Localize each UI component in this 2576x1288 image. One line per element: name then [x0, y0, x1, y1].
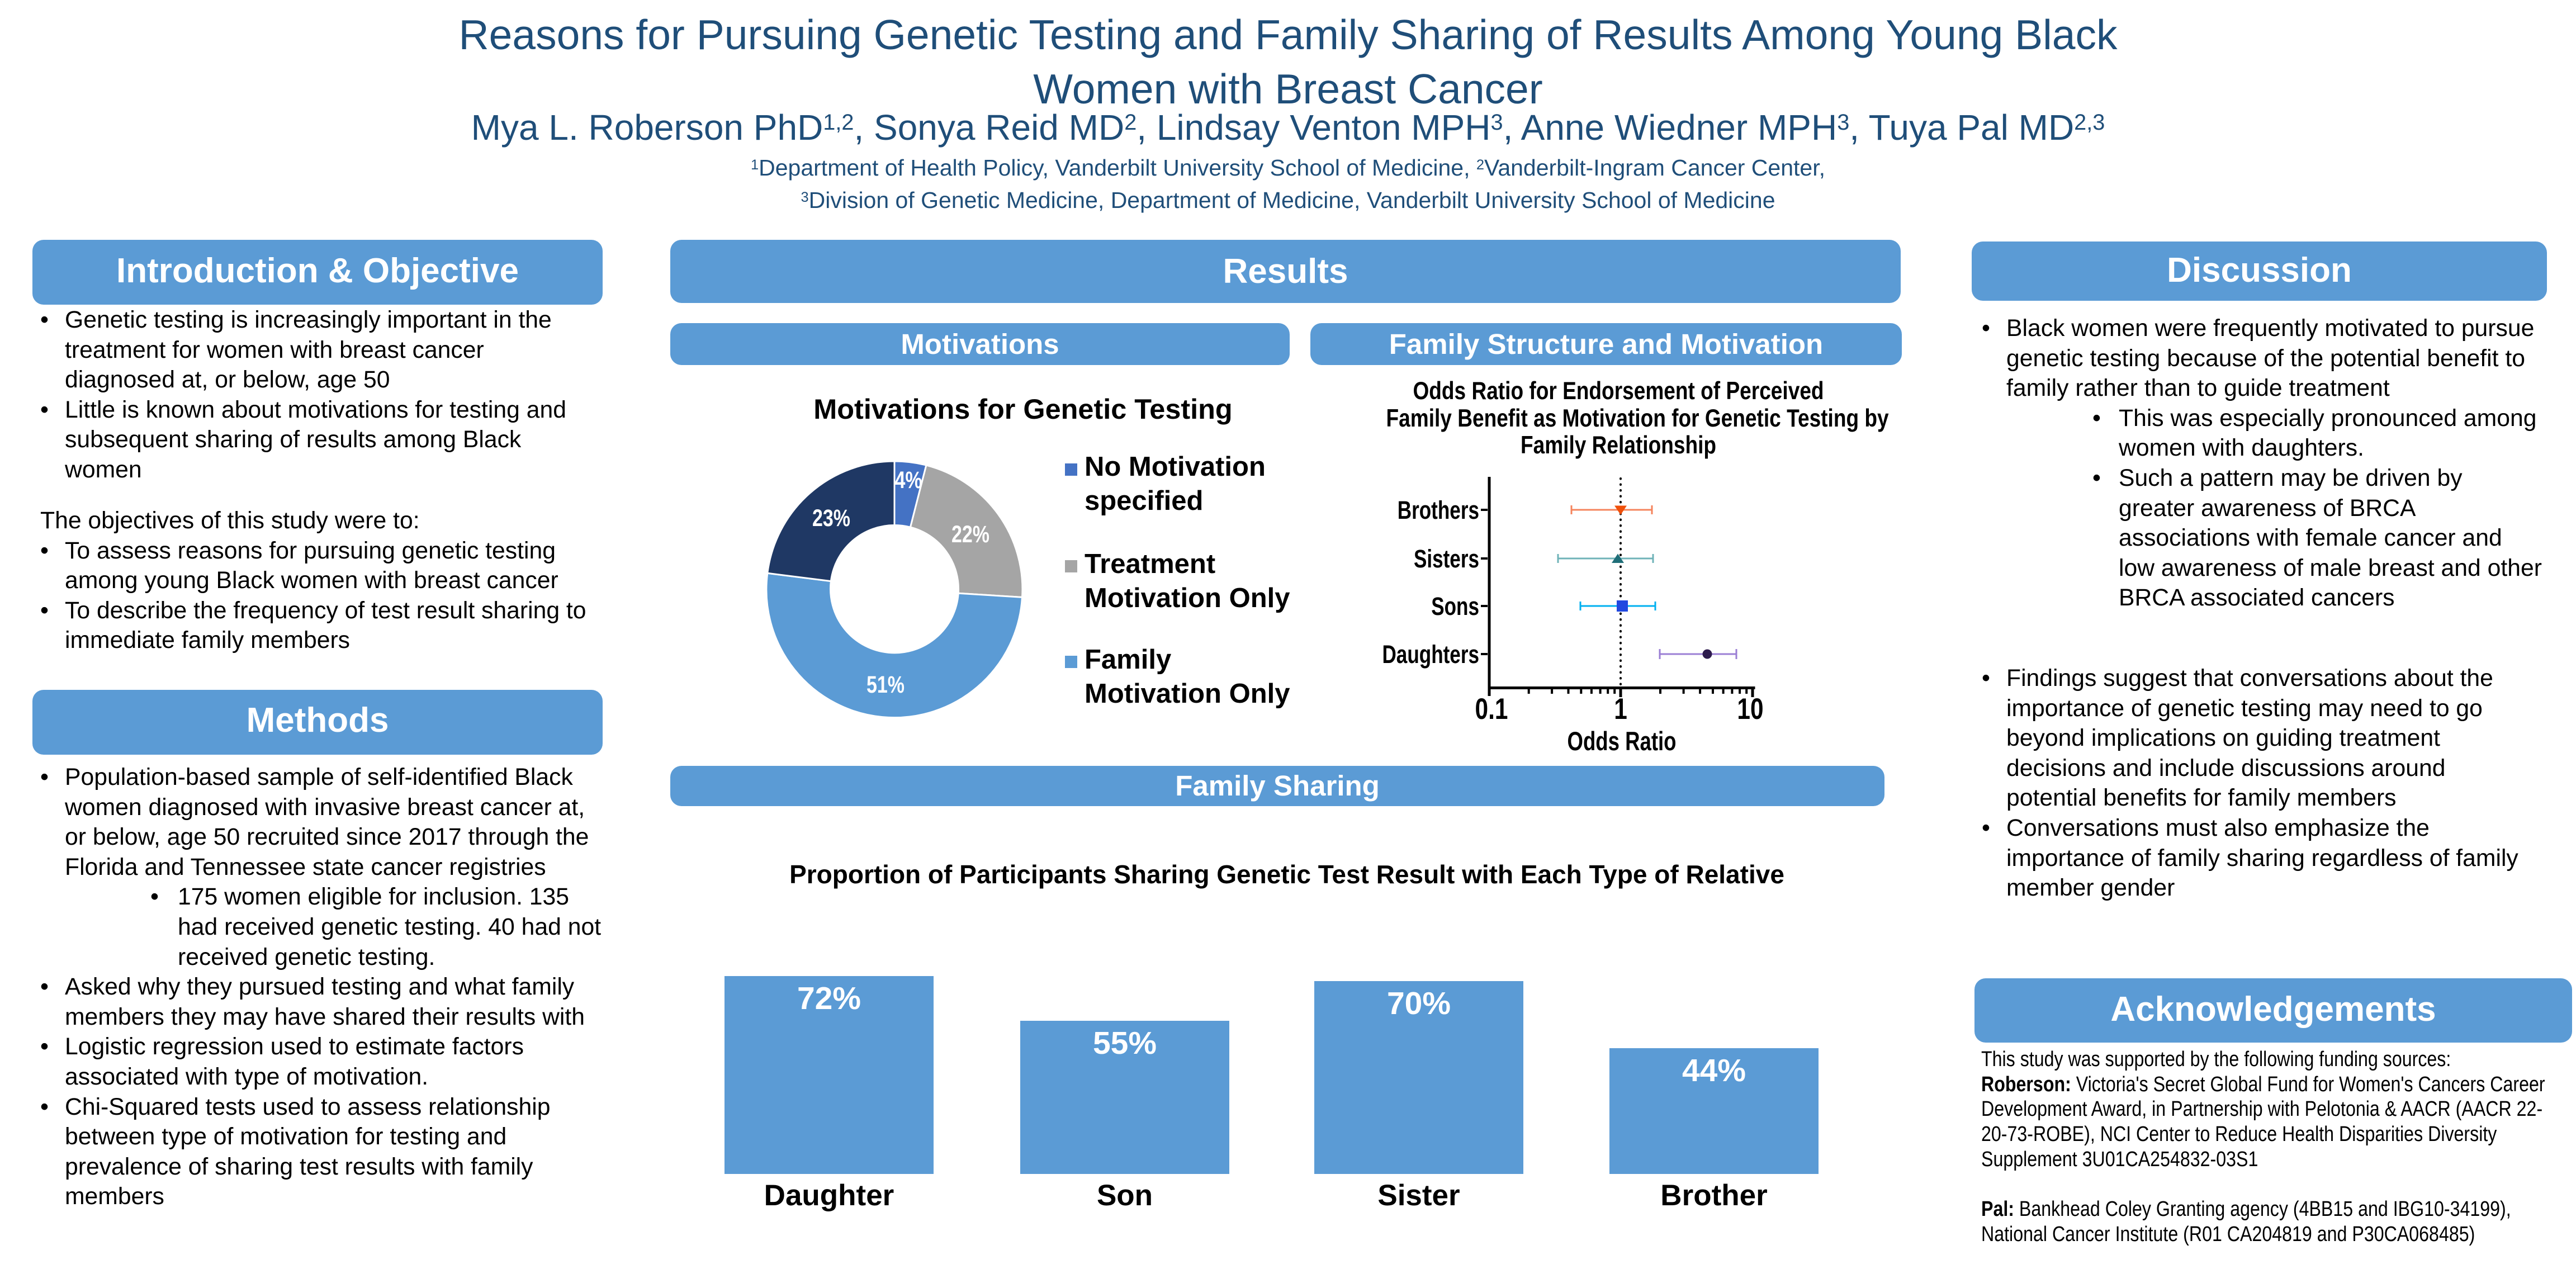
svg-text:0.1: 0.1	[1475, 693, 1508, 726]
svg-text:Sisters: Sisters	[1414, 544, 1479, 573]
svg-text:51%: 51%	[866, 671, 905, 698]
svg-text:Odds Ratio: Odds Ratio	[1567, 726, 1676, 756]
svg-text:Daughters: Daughters	[1382, 640, 1479, 669]
svg-text:23%: 23%	[812, 505, 850, 531]
svg-text:10: 10	[1737, 693, 1763, 726]
svg-text:Sons: Sons	[1431, 592, 1479, 621]
svg-text:Brothers: Brothers	[1398, 496, 1479, 524]
svg-text:22%: 22%	[951, 521, 989, 547]
svg-text:4%: 4%	[894, 467, 922, 493]
svg-text:1: 1	[1614, 693, 1627, 726]
